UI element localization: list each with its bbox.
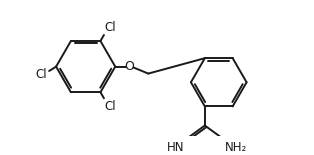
Text: Cl: Cl <box>105 100 116 113</box>
Text: HN: HN <box>167 141 185 154</box>
Text: Cl: Cl <box>35 68 47 81</box>
Text: O: O <box>124 60 134 73</box>
Text: NH₂: NH₂ <box>225 141 247 154</box>
Text: Cl: Cl <box>105 21 116 34</box>
